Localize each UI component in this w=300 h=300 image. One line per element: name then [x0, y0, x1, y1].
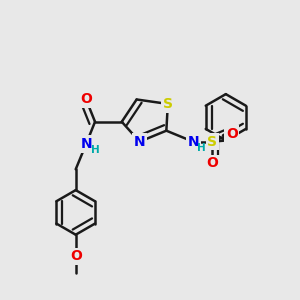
Text: O: O [206, 156, 218, 170]
Text: N: N [134, 135, 146, 149]
Text: N: N [187, 135, 199, 149]
Text: S: S [163, 97, 173, 111]
Text: O: O [226, 127, 238, 141]
Text: O: O [80, 92, 92, 106]
Text: O: O [70, 249, 82, 263]
Text: S: S [207, 135, 218, 149]
Text: H: H [197, 143, 206, 153]
Text: H: H [91, 145, 99, 155]
Text: N: N [80, 137, 92, 151]
